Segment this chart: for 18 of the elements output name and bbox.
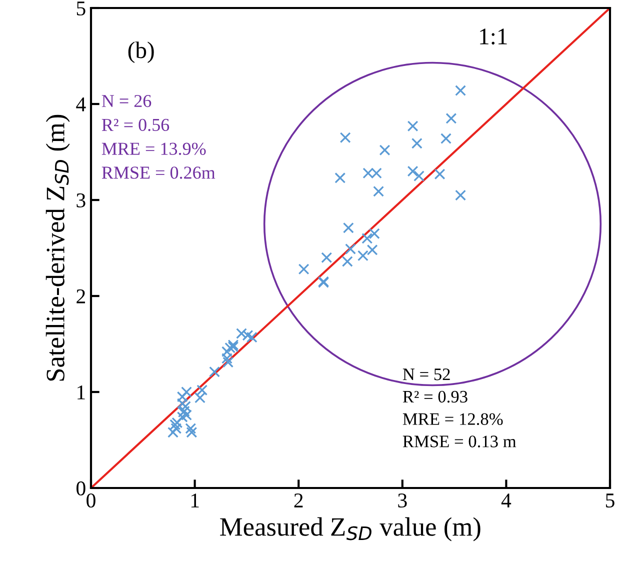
x-tick-label: 4: [501, 494, 512, 508]
x-axis-title: Measured Z$_{SD}$ value (m): [220, 517, 480, 542]
x-tick-label: 1: [191, 494, 199, 508]
annotation: N = 26 R² = 0.56 MRE = 13.9% RMSE = 0.26m: [102, 94, 216, 179]
y-tick-label: 4: [76, 98, 86, 112]
annotation: (b): [128, 42, 154, 64]
y-axis-title: Satellite-derived Z$_{SD}$ (m): [46, 114, 70, 381]
x-tick-label: 0: [86, 493, 96, 508]
x-tick-label: 2: [294, 494, 303, 508]
y-tick-label: 1: [78, 385, 85, 400]
y-tick-label: 3: [76, 193, 86, 208]
series-label: 1:1: [480, 28, 507, 45]
x-tick-label: 3: [398, 494, 407, 508]
y-tick-label: 5: [76, 2, 86, 16]
annotation: N = 52 R² = 0.93 MRE = 12.8% RMSE = 0.13 m: [402, 368, 516, 448]
y-tick-label: 0: [76, 481, 86, 496]
x-tick-label: 5: [606, 494, 614, 508]
y-tick-label: 2: [76, 289, 85, 304]
